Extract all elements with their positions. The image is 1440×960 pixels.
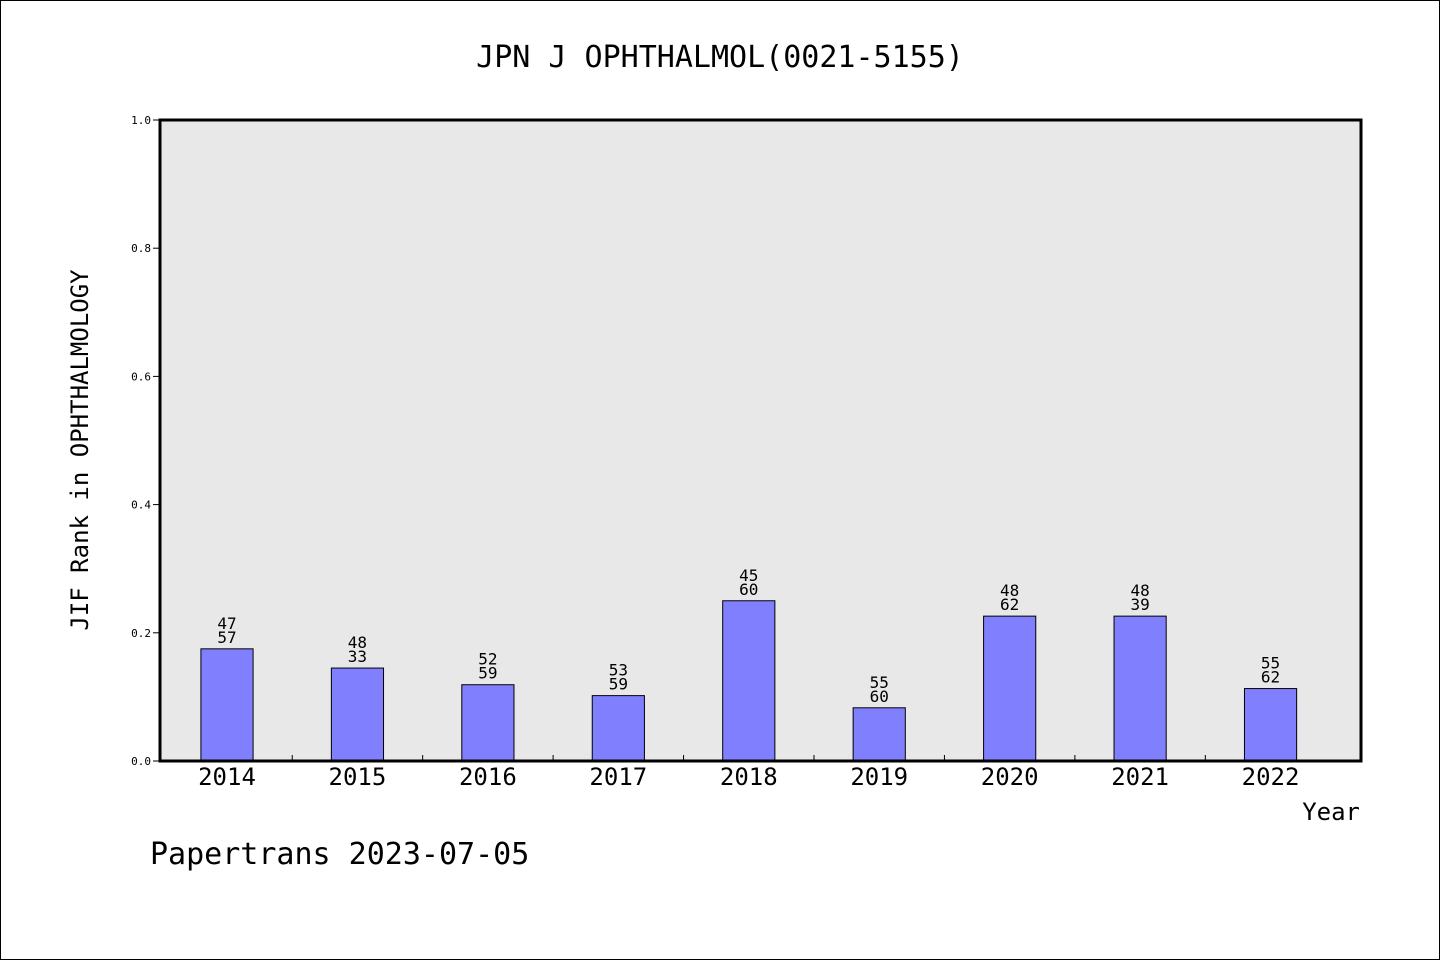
bar-label-top-2020: 48 (1000, 581, 1019, 600)
bar-label-top-2016: 52 (478, 650, 497, 669)
bar-2016 (461, 684, 515, 762)
x-tick-label-2022: 2022 (1242, 763, 1300, 791)
bar-label-top-2022: 55 (1261, 654, 1280, 673)
bar-2019 (852, 707, 906, 762)
bar-label-bottom-2015: 33 (348, 647, 367, 666)
bar-label-top-2014: 47 (217, 614, 236, 633)
bar-label-bottom-2014: 57 (217, 628, 236, 647)
y-tick-label: 0.4 (131, 499, 151, 512)
x-tick-label-2016: 2016 (459, 763, 517, 791)
x-tick-label-2017: 2017 (589, 763, 647, 791)
bar-2017 (591, 695, 645, 762)
bar-label-top-2018: 45 (739, 566, 758, 585)
bar-label-top-2015: 48 (348, 633, 367, 652)
bar-2014 (200, 648, 254, 762)
x-tick-label-2014: 2014 (198, 763, 256, 791)
footer-credit: Papertrans 2023-07-05 (150, 837, 529, 872)
bar-2015 (330, 667, 385, 762)
bar-label-bottom-2016: 59 (478, 664, 497, 683)
bar-label-bottom-2017: 59 (609, 675, 628, 694)
y-tick-label: 1.0 (131, 114, 151, 127)
y-axis-label: JIF Rank in OPHTHALMOLOGY (66, 269, 94, 631)
bar-label-top-2021: 48 (1130, 581, 1149, 600)
y-tick-label: 0.6 (131, 370, 151, 383)
bars-group (200, 600, 1298, 762)
x-tick-label-2018: 2018 (720, 763, 778, 791)
y-tick-label: 0.0 (131, 755, 151, 768)
x-axis-label: Year (1302, 798, 1360, 826)
plot-border (158, 118, 1363, 763)
bar-label-top-2019: 55 (870, 673, 889, 692)
x-tick-label-2020: 2020 (981, 763, 1039, 791)
bar-2022 (1243, 688, 1298, 762)
bar-2021 (1113, 615, 1167, 762)
bar-2018 (722, 600, 776, 762)
bar-label-bottom-2021: 39 (1130, 595, 1149, 614)
x-tick-label-2021: 2021 (1111, 763, 1169, 791)
chart-title: JPN J OPHTHALMOL(0021-5155) (476, 40, 964, 75)
y-tick-label: 0.8 (131, 242, 151, 255)
bar-2020 (983, 615, 1037, 762)
y-tick-label: 0.2 (131, 627, 151, 640)
bar-label-bottom-2022: 62 (1261, 668, 1280, 687)
bar-label-bottom-2019: 60 (870, 687, 889, 706)
x-tick-label-2019: 2019 (850, 763, 908, 791)
bar-label-top-2017: 53 (609, 661, 628, 680)
y-axis-ticks: 0.0 0.2 0.4 0.6 0.8 1.0 (131, 114, 160, 768)
bar-label-bottom-2018: 60 (739, 580, 758, 599)
x-axis-ticks: 2014 2015 2016 2017 2018 2019 2020 2021 2022 (198, 755, 1299, 791)
x-tick-label-2015: 2015 (329, 763, 387, 791)
bar-label-bottom-2020: 62 (1000, 595, 1019, 614)
